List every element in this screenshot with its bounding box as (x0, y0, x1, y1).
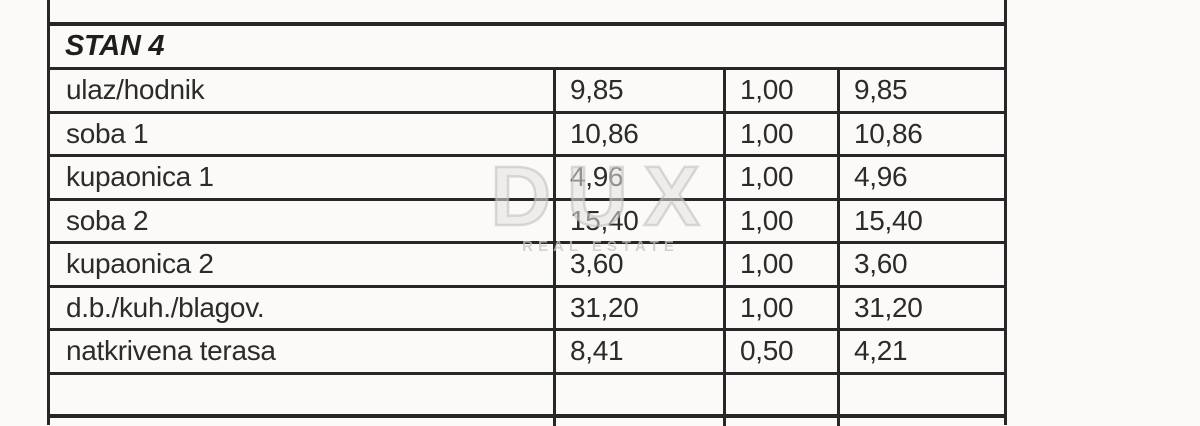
coefficient-cell: 0,50 (723, 331, 837, 372)
coefficient-cell: 1,00 (723, 200, 837, 241)
reduced-area-cell: 31,20 (837, 287, 1004, 328)
room-name-cell: kupaonica 2 (66, 248, 214, 280)
empty-cell (553, 418, 723, 426)
area-cell: 8,41 (553, 331, 723, 372)
area-cell: 15,40 (553, 200, 723, 241)
section-title: STAN 4 (65, 30, 165, 62)
table-row-partial-top (50, 0, 1004, 26)
area-cell: 3,60 (553, 244, 723, 285)
reduced-area-cell: 4,96 (837, 157, 1004, 198)
reduced-area-cell: 9,85 (837, 70, 1004, 111)
coefficient-cell (723, 374, 837, 414)
reduced-area-cell: 10,86 (837, 113, 1004, 154)
reduced-area-cell (837, 374, 1004, 414)
room-name-cell: kupaonica 1 (66, 161, 214, 193)
room-name-cell: soba 2 (66, 204, 149, 236)
coefficient-cell: 1,00 (723, 113, 837, 154)
room-name-cell: soba 1 (66, 117, 149, 149)
area-cell: 10,86 (553, 113, 723, 154)
coefficient-cell: 1,00 (723, 287, 837, 328)
table-row: d.b./kuh./blagov. 31,20 1,00 31,20 (50, 287, 1004, 331)
reduced-area-cell: 4,21 (837, 331, 1004, 372)
coefficient-cell: 1,00 (723, 70, 837, 111)
table-row-partial-bottom (50, 418, 1004, 426)
table-row: kupaonica 2 3,60 1,00 3,60 (50, 244, 1004, 288)
table-row: natkrivena terasa 8,41 0,50 4,21 (50, 331, 1004, 375)
reduced-area-cell: 15,40 (837, 200, 1004, 241)
area-cell: 9,85 (553, 70, 723, 111)
room-name-cell: natkrivena terasa (66, 335, 276, 367)
apartment-area-table: STAN 4 ulaz/hodnik 9,85 1,00 9,85 soba 1… (47, 0, 1007, 426)
empty-cell (50, 0, 1004, 22)
room-name-cell: ulaz/hodnik (66, 74, 205, 106)
empty-cell (837, 418, 1004, 426)
section-header-row: STAN 4 (50, 26, 1004, 70)
table-row: soba 2 15,40 1,00 15,40 (50, 200, 1004, 244)
coefficient-cell: 1,00 (723, 157, 837, 198)
coefficient-cell: 1,00 (723, 244, 837, 285)
area-cell (553, 374, 723, 414)
room-name-cell: d.b./kuh./blagov. (66, 291, 265, 323)
room-name-cell (50, 375, 553, 415)
table-row: kupaonica 1 4,96 1,00 4,96 (50, 157, 1004, 201)
area-cell: 4,96 (553, 157, 723, 198)
empty-cell (723, 418, 837, 426)
table-row-empty (50, 374, 1004, 418)
table-row: ulaz/hodnik 9,85 1,00 9,85 (50, 70, 1004, 114)
reduced-area-cell: 3,60 (837, 244, 1004, 285)
area-cell: 31,20 (553, 287, 723, 328)
table-row: soba 1 10,86 1,00 10,86 (50, 113, 1004, 157)
